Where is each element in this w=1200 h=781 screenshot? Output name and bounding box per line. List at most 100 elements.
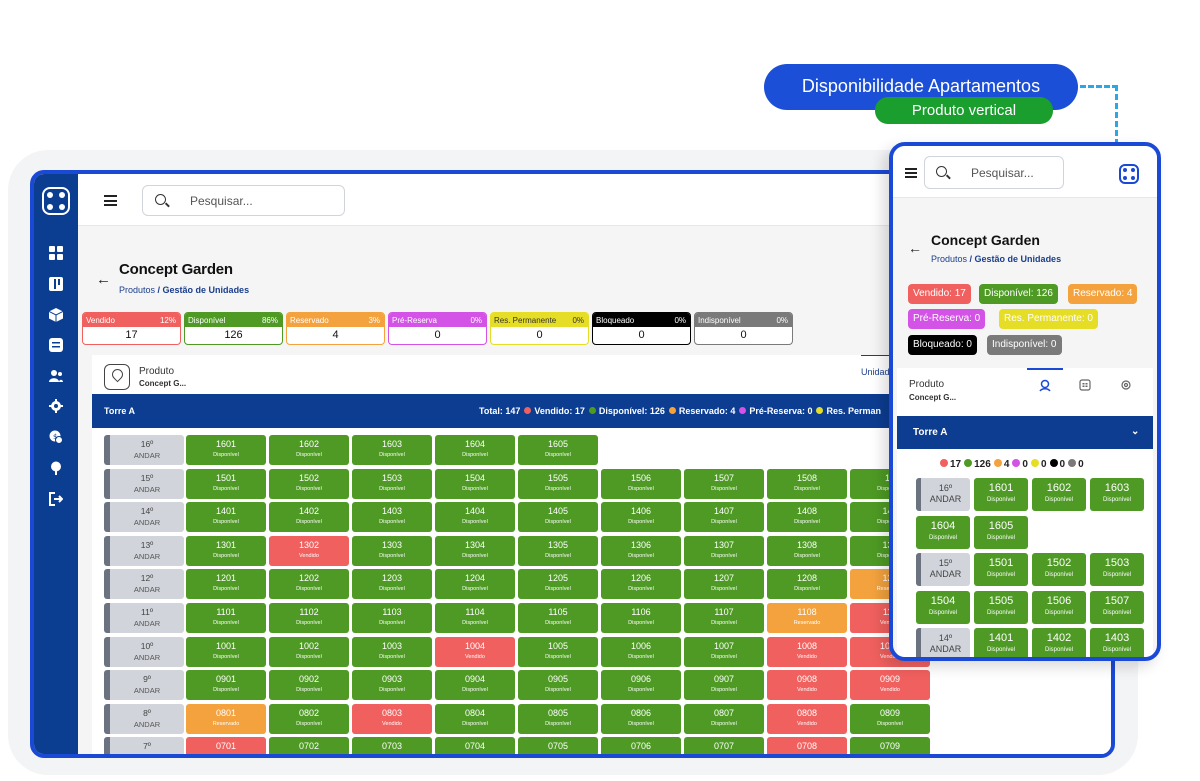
unit-cell[interactable]: 1508 Disponível — [767, 468, 847, 499]
mobile-unit-cell[interactable]: 1604 Disponível — [916, 515, 970, 549]
unit-cell[interactable]: 1104 Disponível — [435, 603, 515, 633]
mobile-unit-cell[interactable]: 1402 Disponível — [1032, 628, 1086, 657]
status-card-bloqueado[interactable]: Bloqueado 0% 0 — [592, 312, 691, 345]
unit-cell[interactable]: 1502 Disponível — [269, 468, 349, 499]
unit-cell[interactable]: 0901 Disponível — [186, 670, 266, 701]
kanban-icon[interactable] — [49, 277, 63, 291]
unit-cell[interactable]: 0706 Disponível — [601, 737, 681, 754]
unit-cell[interactable]: 1504 Disponível — [435, 468, 515, 499]
breadcrumb-produtos[interactable]: Produtos — [119, 285, 156, 295]
mobile-unit-cell[interactable]: 1602 Disponível — [1032, 478, 1086, 511]
unit-cell[interactable]: 0701 Vendido — [186, 737, 266, 754]
unit-cell[interactable]: 1601 Disponível — [186, 435, 266, 465]
mobile-unit-cell[interactable]: 1603 Disponível — [1090, 478, 1144, 511]
unit-cell[interactable]: 1406 Disponível — [601, 502, 681, 533]
status-card-indisponivel[interactable]: Indisponível 0% 0 — [694, 312, 793, 345]
unit-cell[interactable]: 1603 Disponível — [352, 435, 432, 465]
unit-cell[interactable]: 1105 Disponível — [518, 603, 598, 633]
unit-cell[interactable]: 1002 Disponível — [269, 636, 349, 667]
mobile-chip-bloqueado[interactable]: Bloqueado: 0 — [908, 335, 977, 355]
unit-cell[interactable]: 1405 Disponível — [518, 502, 598, 533]
unit-cell[interactable]: 1602 Disponível — [269, 435, 349, 465]
unit-cell[interactable]: 1308 Disponível — [767, 535, 847, 566]
unit-cell[interactable]: 1001 Disponível — [186, 636, 266, 667]
mobile-chip-disponivel[interactable]: Disponível: 126 — [979, 284, 1058, 304]
unit-cell[interactable]: 0905 Disponível — [518, 670, 598, 701]
mobile-search-input[interactable]: Pesquisar... — [924, 156, 1064, 189]
unit-cell[interactable]: 0806 Disponível — [601, 703, 681, 734]
unit-cell[interactable]: 1306 Disponível — [601, 535, 681, 566]
mobile-unit-cell[interactable]: 1605 Disponível — [974, 515, 1028, 549]
grid-tab-icon[interactable] — [1078, 379, 1092, 393]
menu-icon[interactable] — [104, 195, 117, 206]
unit-cell[interactable]: 1207 Disponível — [684, 569, 764, 600]
unit-cell[interactable]: 1605 Disponível — [518, 435, 598, 465]
unit-cell[interactable]: 0809 Disponível — [850, 703, 930, 734]
unit-cell[interactable]: 1004 Vendido — [435, 636, 515, 667]
unit-cell[interactable]: 0705 Disponível — [518, 737, 598, 754]
unit-cell[interactable]: 1401 Disponível — [186, 502, 266, 533]
mobile-unit-cell[interactable]: 1403 Disponível — [1090, 628, 1144, 657]
unit-cell[interactable]: 1106 Disponível — [601, 603, 681, 633]
unit-cell[interactable]: 1505 Disponível — [518, 468, 598, 499]
unit-cell[interactable]: 0805 Disponível — [518, 703, 598, 734]
unit-cell[interactable]: 1201 Disponível — [186, 569, 266, 600]
unit-cell[interactable]: 1301 Disponível — [186, 535, 266, 566]
mobile-unit-cell[interactable]: 1504 Disponível — [916, 590, 970, 624]
unit-cell[interactable]: 1503 Disponível — [352, 468, 432, 499]
unit-cell[interactable]: 1506 Disponível — [601, 468, 681, 499]
location-tab-icon[interactable] — [1038, 379, 1052, 393]
mobile-back-arrow-icon[interactable]: ← — [908, 240, 922, 256]
status-card-vendido[interactable]: Vendido 12% 17 — [82, 312, 181, 345]
unit-cell[interactable]: 1302 Vendido — [269, 535, 349, 566]
unit-cell[interactable]: 0808 Vendido — [767, 703, 847, 734]
unit-cell[interactable]: 0708 Vendido — [767, 737, 847, 754]
unit-cell[interactable]: 1202 Disponível — [269, 569, 349, 600]
search-input[interactable]: Pesquisar... — [142, 185, 345, 216]
logo-icon[interactable] — [42, 187, 70, 215]
status-card-reservado[interactable]: Reservado 3% 4 — [286, 312, 385, 345]
back-arrow-icon[interactable]: ← — [96, 271, 111, 288]
mobile-unit-cell[interactable]: 1502 Disponível — [1032, 553, 1086, 586]
mobile-unit-cell[interactable]: 1501 Disponível — [974, 553, 1028, 586]
dashboard-icon[interactable] — [49, 246, 63, 260]
unit-cell[interactable]: 1108 Reservado — [767, 603, 847, 633]
unit-cell[interactable]: 1003 Disponível — [352, 636, 432, 667]
tree-icon[interactable] — [49, 461, 63, 475]
status-card-res_permanente[interactable]: Res. Permanente 0% 0 — [490, 312, 589, 345]
unit-cell[interactable]: 1007 Disponível — [684, 636, 764, 667]
unit-cell[interactable]: 0904 Disponível — [435, 670, 515, 701]
mobile-unit-cell[interactable]: 1506 Disponível — [1032, 590, 1086, 624]
unit-cell[interactable]: 1305 Disponível — [518, 535, 598, 566]
box-icon[interactable] — [48, 308, 64, 322]
unit-cell[interactable]: 1203 Disponível — [352, 569, 432, 600]
unit-cell[interactable]: 1204 Disponível — [435, 569, 515, 600]
unit-cell[interactable]: 0906 Disponível — [601, 670, 681, 701]
unit-cell[interactable]: 1407 Disponível — [684, 502, 764, 533]
unit-cell[interactable]: 0909 Vendido — [850, 670, 930, 701]
tab-unidades[interactable]: Unidad — [861, 367, 890, 377]
unit-cell[interactable]: 1205 Disponível — [518, 569, 598, 600]
unit-cell[interactable]: 1507 Disponível — [684, 468, 764, 499]
unit-cell[interactable]: 0903 Disponível — [352, 670, 432, 701]
unit-cell[interactable]: 1307 Disponível — [684, 535, 764, 566]
unit-cell[interactable]: 1102 Disponível — [269, 603, 349, 633]
unit-cell[interactable]: 0804 Disponível — [435, 703, 515, 734]
unit-cell[interactable]: 1604 Disponível — [435, 435, 515, 465]
unit-cell[interactable]: 1103 Disponível — [352, 603, 432, 633]
mobile-unit-cell[interactable]: 1505 Disponível — [974, 590, 1028, 624]
unit-cell[interactable]: 1206 Disponível — [601, 569, 681, 600]
unit-cell[interactable]: 1208 Disponível — [767, 569, 847, 600]
users-icon[interactable] — [49, 369, 63, 383]
unit-cell[interactable]: 1008 Vendido — [767, 636, 847, 667]
unit-cell[interactable]: 1101 Disponível — [186, 603, 266, 633]
mobile-logo-icon[interactable] — [1119, 164, 1139, 184]
unit-cell[interactable]: 0707 Disponível — [684, 737, 764, 754]
unit-cell[interactable]: 1005 Disponível — [518, 636, 598, 667]
logout-icon[interactable] — [49, 492, 64, 506]
mobile-torre-header[interactable]: Torre A ⌄ — [897, 416, 1153, 449]
mobile-unit-cell[interactable]: 1503 Disponível — [1090, 553, 1144, 586]
list-icon[interactable] — [49, 338, 63, 352]
unit-cell[interactable]: 1303 Disponível — [352, 535, 432, 566]
mobile-unit-cell[interactable]: 1601 Disponível — [974, 478, 1028, 511]
